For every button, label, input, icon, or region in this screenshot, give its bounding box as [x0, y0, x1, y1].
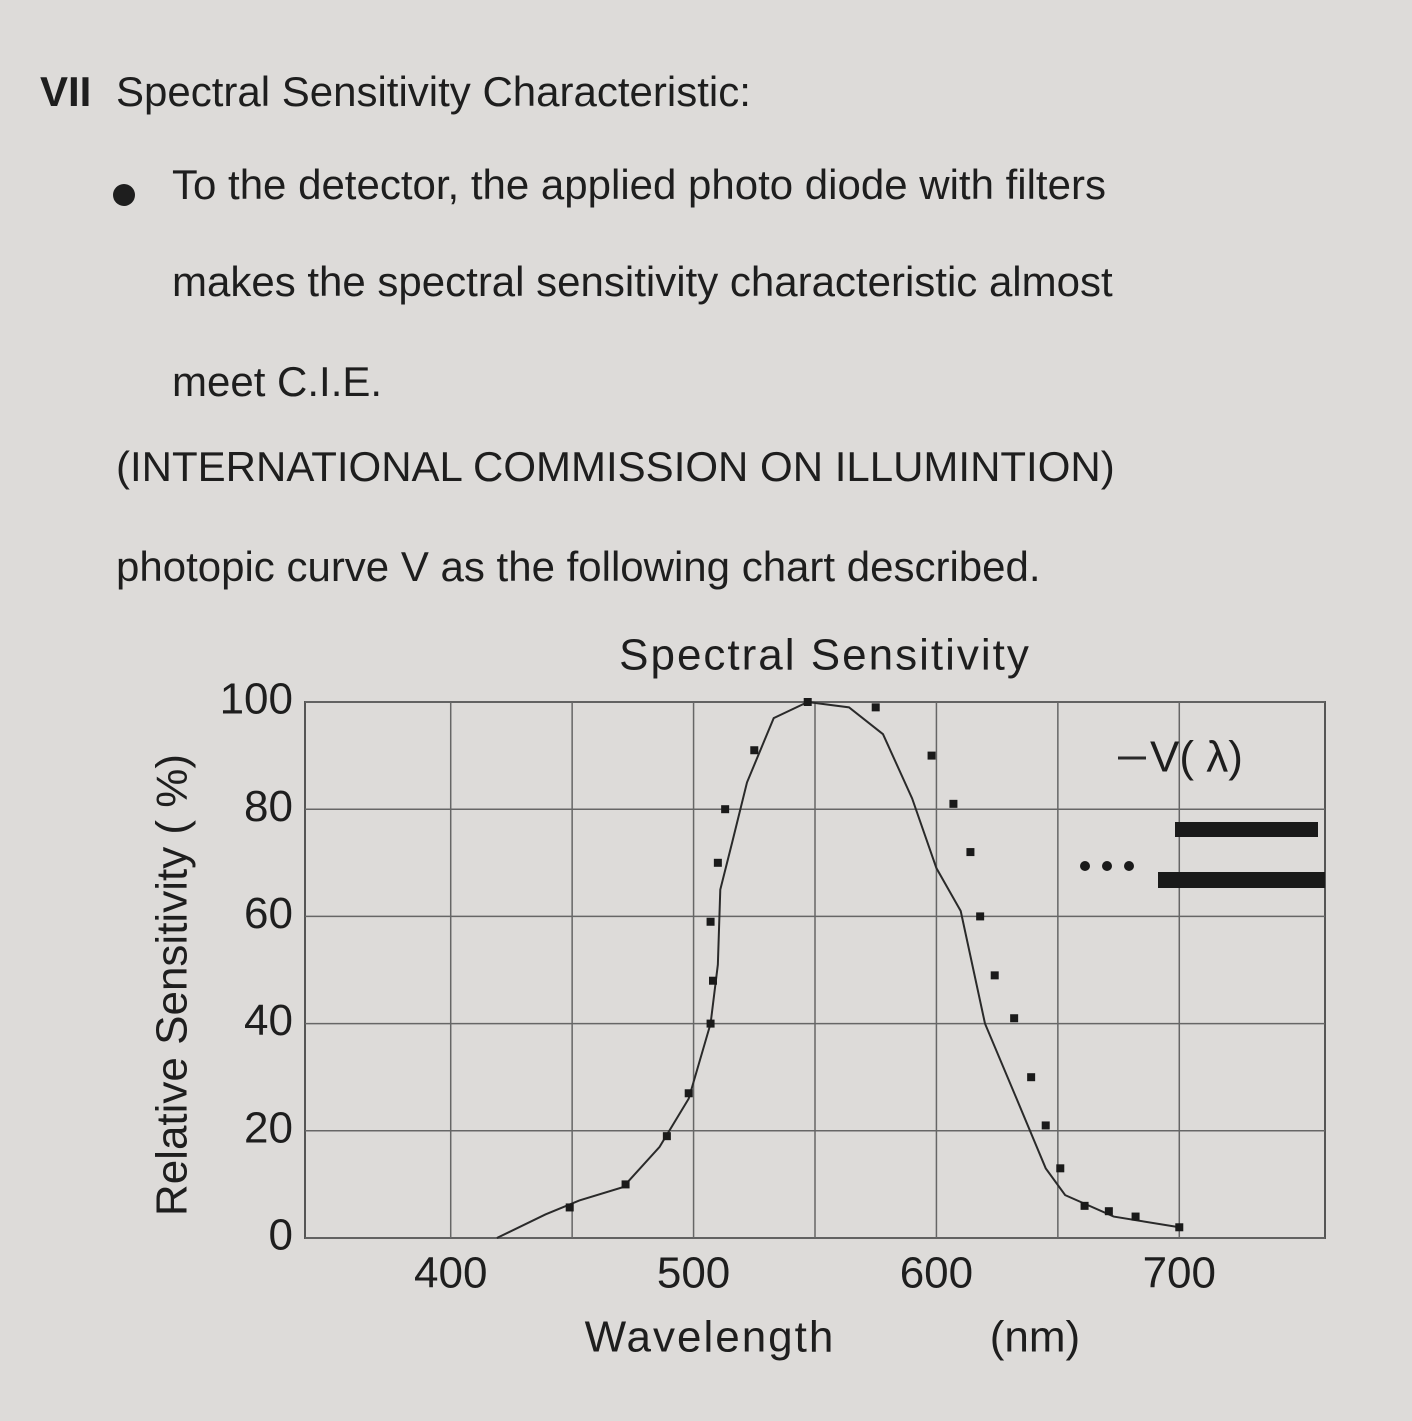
data-point	[721, 805, 730, 814]
legend: V( λ)	[1080, 733, 1325, 888]
y-axis-label: Relative Sensitivity ( %)	[148, 754, 197, 1216]
data-point	[1010, 1014, 1019, 1023]
paragraph-line: meet C.I.E.	[172, 358, 382, 405]
data-point	[706, 1019, 715, 1028]
data-point	[966, 848, 975, 857]
data-point	[565, 1203, 574, 1212]
data-point	[1041, 1121, 1050, 1130]
y-tick-label: 80	[244, 782, 293, 831]
curve	[496, 700, 1180, 1239]
section-number: VII	[40, 68, 91, 115]
data-point	[662, 1132, 671, 1141]
data-point	[684, 1089, 693, 1098]
data-point	[621, 1180, 630, 1189]
data-point	[976, 912, 985, 921]
y-tick-label: 40	[244, 996, 293, 1045]
paragraph-line: photopic curve V as the following chart …	[116, 543, 1041, 590]
data-point	[1131, 1212, 1140, 1221]
legend-bar	[1175, 822, 1318, 837]
chart-title: Spectral Sensitivity	[619, 631, 1031, 680]
data-point	[803, 698, 812, 706]
data-point	[1175, 1223, 1184, 1232]
x-tick-label: 400	[414, 1249, 487, 1298]
y-tick-label: 100	[220, 675, 293, 724]
data-point	[1056, 1164, 1065, 1173]
data-point	[949, 799, 958, 808]
y-tick-label: 0	[269, 1211, 293, 1260]
data-point	[750, 746, 759, 755]
y-tick-label: 60	[244, 889, 293, 938]
x-tick-label: 600	[900, 1249, 973, 1298]
legend-dot	[1080, 861, 1090, 871]
data-point	[990, 971, 999, 980]
legend-label: V( λ)	[1150, 733, 1243, 782]
y-tick-label: 20	[244, 1103, 293, 1152]
data-point	[1104, 1207, 1113, 1216]
paragraph-line: (INTERNATIONAL COMMISSION ON ILLUMINTION…	[116, 443, 1115, 490]
data-point	[1027, 1073, 1036, 1082]
x-tick-label: 700	[1143, 1249, 1216, 1298]
legend-bar	[1158, 872, 1325, 888]
data-point	[927, 751, 936, 760]
x-tick-label: 500	[657, 1249, 730, 1298]
x-axis-unit: (nm)	[990, 1313, 1080, 1362]
section-title: Spectral Sensitivity Characteristic:	[116, 68, 751, 115]
data-point	[706, 917, 715, 926]
paragraph-line: To the detector, the applied photo diode…	[172, 161, 1106, 208]
x-axis-label: Wavelength	[585, 1313, 836, 1362]
paragraph-line: makes the spectral sensitivity character…	[172, 258, 1113, 305]
legend-dot	[1124, 861, 1134, 871]
legend-dot	[1102, 861, 1112, 871]
data-point	[713, 858, 722, 867]
data-point	[871, 703, 880, 712]
data-point	[709, 976, 717, 985]
bullet	[113, 184, 135, 206]
data-point	[1080, 1201, 1089, 1210]
